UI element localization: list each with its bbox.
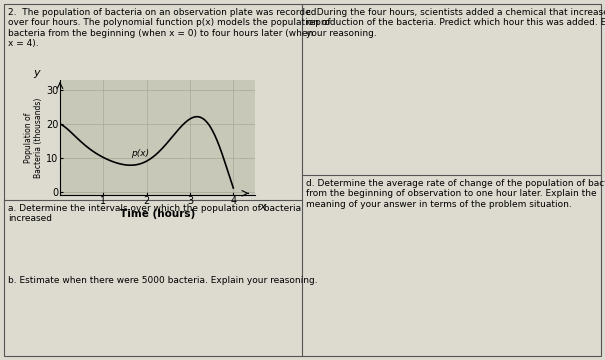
Text: 2.  The population of bacteria on an observation plate was recorded
over four ho: 2. The population of bacteria on an obse… bbox=[8, 8, 330, 48]
Text: b. Estimate when there were 5000 bacteria. Explain your reasoning.: b. Estimate when there were 5000 bacteri… bbox=[8, 276, 318, 285]
Text: c. During the four hours, scientists added a chemical that increased the
reprodu: c. During the four hours, scientists add… bbox=[306, 8, 605, 38]
Text: y: y bbox=[33, 68, 40, 78]
Text: x: x bbox=[260, 202, 266, 211]
X-axis label: Time (hours): Time (hours) bbox=[120, 209, 195, 219]
Y-axis label: Population of
Bacteria (thousands): Population of Bacteria (thousands) bbox=[24, 97, 44, 178]
Text: p(x): p(x) bbox=[131, 149, 149, 158]
Text: d. Determine the average rate of change of the population of bacteria
from the b: d. Determine the average rate of change … bbox=[306, 179, 605, 209]
Text: a. Determine the intervals over which the population of bacteria
increased: a. Determine the intervals over which th… bbox=[8, 204, 301, 224]
